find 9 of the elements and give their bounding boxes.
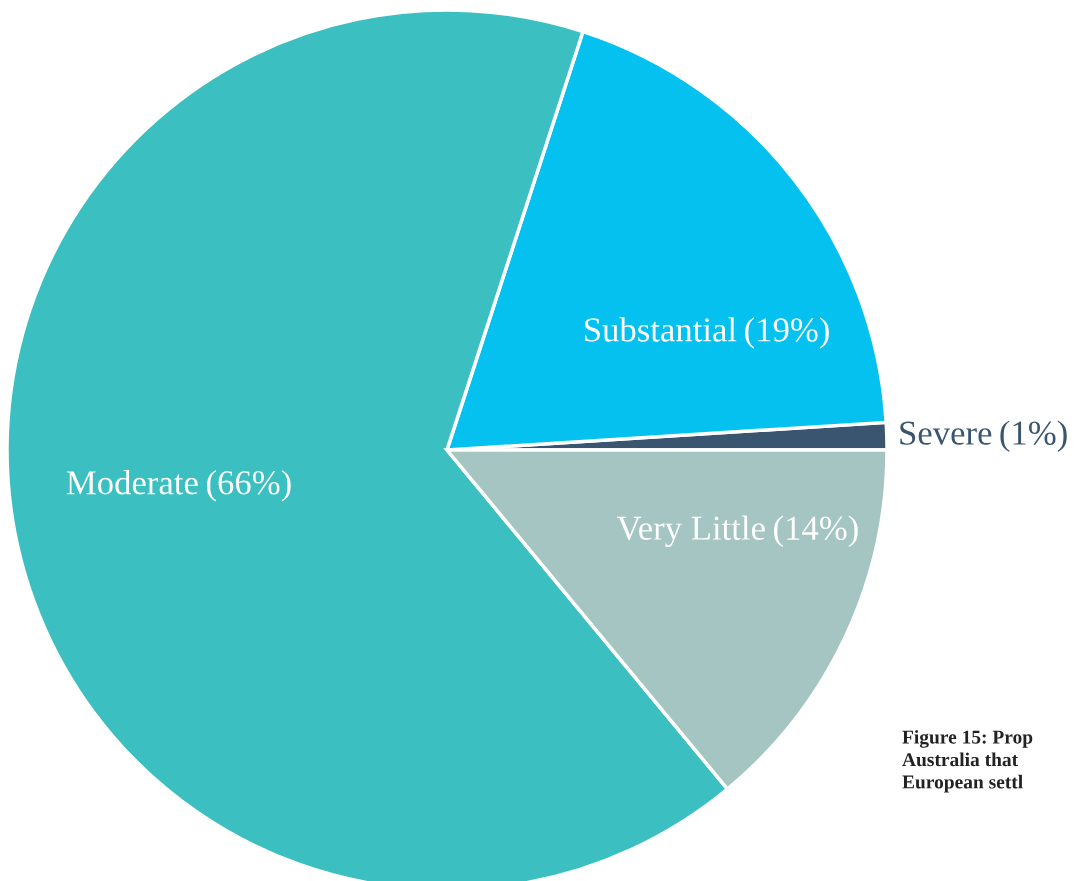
caption: Figure 15: Prop Australia that European settl <box>902 730 1033 793</box>
data-label: (14%) <box>774 515 858 548</box>
data-label: (1%) <box>1000 420 1067 452</box>
slice-label: Moderate <box>66 470 198 495</box>
slice-label: Severe <box>900 421 992 445</box>
slice-label: Substantial <box>585 317 737 342</box>
slice-label: Very Little <box>616 515 765 548</box>
data-label: (19%) <box>745 317 829 349</box>
data-label: (66%) <box>206 470 291 502</box>
